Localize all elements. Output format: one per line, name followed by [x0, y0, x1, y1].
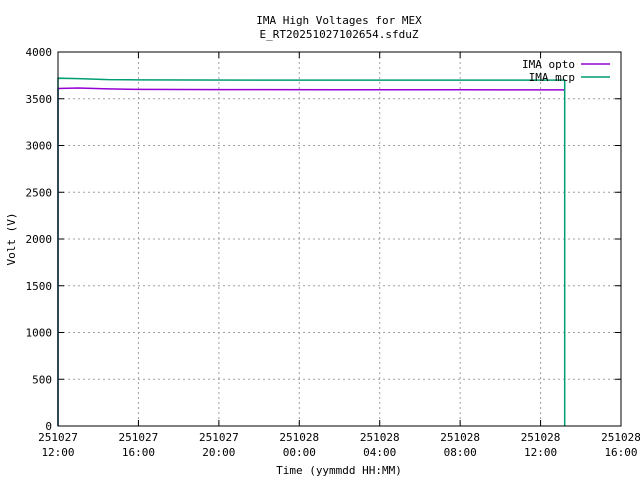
series-line-0: [57, 87, 565, 426]
x-tick-label-date: 251028: [440, 431, 480, 444]
x-axis-label: Time (yymmdd HH:MM): [276, 464, 402, 477]
x-tick-label-date: 251027: [199, 431, 239, 444]
x-tick-label-time: 08:00: [444, 446, 477, 459]
x-tick-label-date: 251028: [521, 431, 561, 444]
y-tick-label: 500: [32, 373, 52, 386]
x-tick-label-date: 251028: [601, 431, 640, 444]
y-tick-label: 4000: [26, 46, 53, 59]
chart-subtitle: E_RT20251027102654.sfduZ: [260, 28, 419, 41]
x-tick-label-time: 20:00: [202, 446, 235, 459]
y-tick-label: 3500: [26, 93, 53, 106]
legend-label-0: IMA opto: [522, 58, 575, 71]
y-tick-label: 2000: [26, 233, 53, 246]
x-tick-label-time: 04:00: [363, 446, 396, 459]
x-tick-label-time: 16:00: [604, 446, 637, 459]
x-axis: 251027 12:00 251027 16:00 251027 20:00 251028 0…: [38, 52, 640, 459]
y-axis-label: Volt (V): [5, 213, 18, 266]
y-tick-label: 1000: [26, 327, 53, 340]
x-tick-label-time: 12:00: [524, 446, 557, 459]
plot-border: [57, 51, 622, 427]
x-tick-label-date: 251027: [119, 431, 159, 444]
legend-label-1: IMA mcp: [529, 71, 575, 84]
chart-title: IMA High Voltages for MEX: [256, 14, 422, 27]
series-lines: [57, 77, 566, 426]
x-tick-label-time: 16:00: [122, 446, 155, 459]
x-tick-label-date: 251027: [38, 431, 78, 444]
x-tick-label-time: 12:00: [41, 446, 74, 459]
grid: [58, 52, 621, 426]
y-tick-label: 0: [45, 420, 52, 433]
y-tick-label: 2500: [26, 186, 53, 199]
y-tick-label: 3000: [26, 140, 53, 153]
x-tick-label-date: 251028: [360, 431, 400, 444]
y-axis: 0 500 1000 1500 2000 2500 3000 3500 4000: [26, 46, 621, 433]
series-line-1: [57, 77, 566, 426]
x-tick-label-date: 251028: [279, 431, 319, 444]
y-tick-label: 1500: [26, 280, 53, 293]
x-tick-label-time: 00:00: [283, 446, 316, 459]
